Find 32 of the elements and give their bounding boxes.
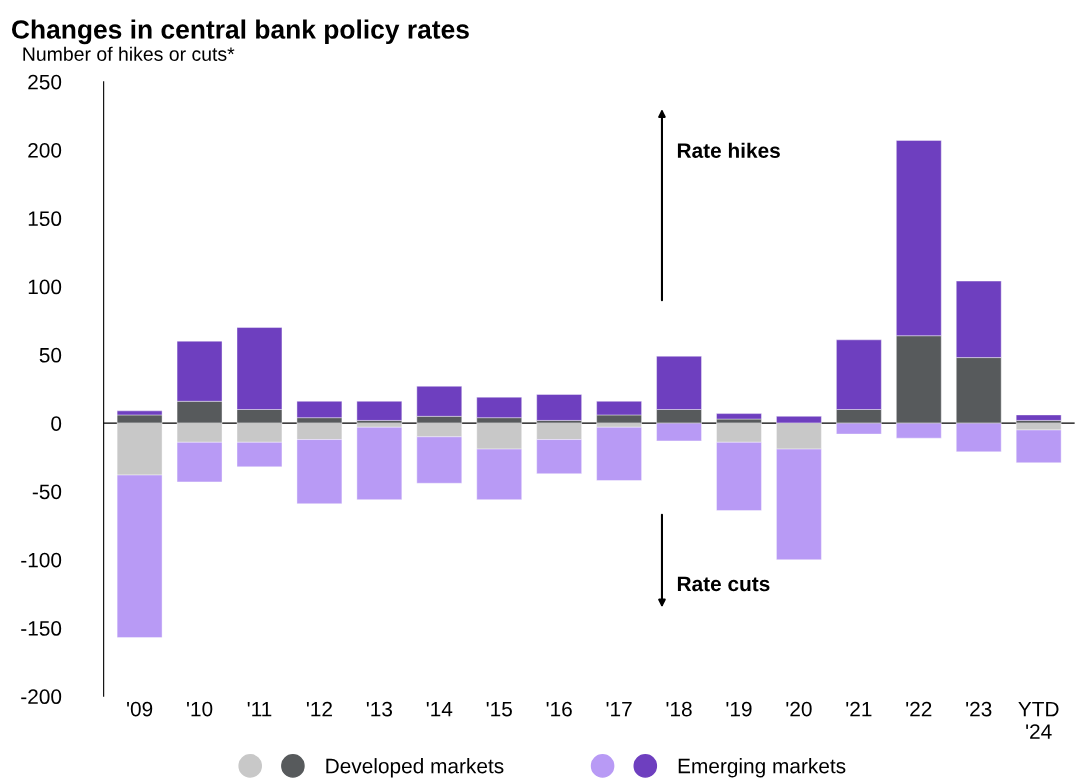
x-tick-label: '09: [127, 701, 153, 717]
x-tick-label: '17: [606, 701, 632, 717]
x-tick-label: '15: [486, 701, 512, 717]
x-tick-label: '14: [426, 701, 453, 717]
y-tick-label: 50: [39, 347, 62, 363]
x-tick-label: '13: [366, 701, 393, 717]
chart-subtitle: Number of hikes or cuts*: [23, 46, 235, 61]
y-tick-label: 200: [28, 142, 62, 158]
x-tick-label: '10: [187, 701, 213, 717]
x-tick-label: '19: [726, 701, 752, 717]
y-tick-label: -150: [21, 621, 62, 636]
x-tick-label: '23: [966, 701, 992, 717]
y-tick-label: -100: [21, 552, 62, 568]
x-tick-label: '22: [906, 701, 932, 717]
legend-label: Developed markets: [326, 758, 504, 778]
annotation: Rate hikes: [677, 142, 780, 158]
annotation: Rate cuts: [677, 576, 770, 592]
x-tick-label: '20: [786, 701, 812, 717]
y-tick-label: -200: [21, 689, 62, 705]
x-tick-label: '11: [247, 701, 272, 717]
x-tick-label: YTD '24: [1018, 701, 1059, 739]
y-tick-label: 150: [28, 211, 62, 227]
y-tick-label: -50: [32, 484, 62, 500]
x-tick-label: '12: [306, 701, 332, 717]
x-tick-label: '18: [666, 701, 692, 717]
legend-label: Emerging markets: [678, 758, 846, 778]
x-tick-label: '16: [546, 701, 572, 717]
y-tick-label: 0: [51, 416, 62, 431]
x-tick-label: '21: [846, 701, 872, 717]
y-tick-label: 100: [28, 279, 62, 295]
chart-title: Changes in central bank policy rates: [11, 19, 469, 45]
y-tick-label: 250: [28, 74, 62, 90]
